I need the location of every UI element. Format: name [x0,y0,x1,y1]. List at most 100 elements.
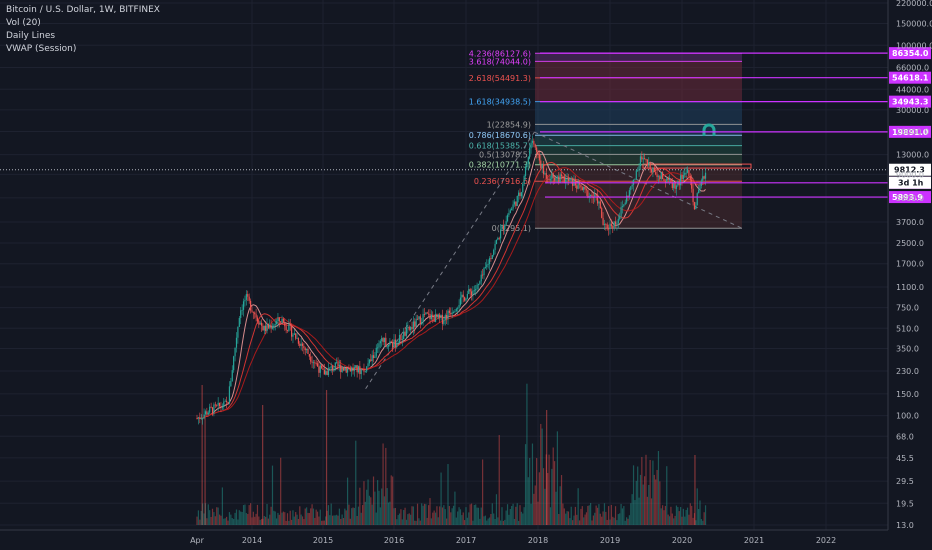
candle-body [237,326,239,338]
volume-bar [700,519,702,525]
candle-body [519,192,521,197]
candle-body [210,406,212,408]
candle-body [270,325,272,329]
volume-bar [271,465,274,525]
candle-body [238,317,240,327]
time-tick-label: 2021 [744,536,764,545]
volume-bar [423,503,426,525]
candle-body [218,402,221,407]
candle-body [259,322,261,325]
candle-body [509,210,511,213]
volume-bar [356,515,358,525]
candle-body [520,192,522,197]
candle-body [612,226,614,228]
candle-body [542,164,545,175]
candle-body [318,366,320,373]
volume-bar [214,516,216,525]
volume-bar [702,520,704,525]
price-tick-label: 1700.0 [896,260,924,269]
candle-body [351,367,353,372]
candle-body [541,164,543,169]
horizontal-levels: 86354.054618.134943.319891.07687.65893.9… [540,47,931,204]
time-tick-label: 2022 [816,536,836,545]
volume-bar [608,506,610,525]
candle-body [414,321,416,327]
candle-body [548,178,550,181]
candle-body [645,159,647,161]
candle-body [440,315,442,318]
volume-bar [429,498,431,525]
candle-body [379,341,381,344]
candle-body [599,201,601,209]
candle-body [204,411,207,415]
candle-body [671,182,673,188]
fib-trend-line [534,131,743,229]
fib-level-label: 0.5(13078.5) [479,150,531,159]
candle-body [695,205,697,210]
volume-bar [368,495,371,525]
candle-body [216,405,218,406]
candle-body [433,316,435,322]
candle-body [461,294,463,298]
candle-body [598,201,600,204]
volume-bar [355,440,357,525]
candle-body [483,267,485,276]
candle-body [447,310,449,319]
volume-bar [592,515,594,525]
candle-body [570,178,572,180]
volume-bar [223,518,225,525]
fib-band [535,145,742,155]
candle-body [341,368,343,372]
candle-body [457,307,459,309]
volume-bar [333,515,335,525]
candle-body [300,343,302,346]
volume-bar [534,485,536,525]
candle-body [441,315,444,324]
candle-body [336,362,338,364]
candle-body [653,167,655,173]
candle-body [522,183,524,193]
candle-body [372,355,375,358]
candle-body [480,274,482,282]
candle-body [411,327,413,330]
volume-bar [352,507,354,525]
candle-body [577,181,579,189]
candle-body [609,223,611,229]
candle-body [244,299,246,302]
candle-body [558,176,560,183]
volume-bar [476,507,478,525]
volume-bar [567,511,570,525]
volume-bar [562,503,564,525]
candle-body [217,402,219,406]
daily-line-ma [196,161,706,419]
candle-body [274,324,276,326]
candle-body [670,178,672,183]
volume-bar [695,520,697,525]
candle-body [552,173,554,178]
volume-bar [638,497,640,525]
volume-bar [242,505,245,525]
candle-body [242,301,245,310]
candle-body [248,296,250,301]
price-tick-label: 510.0 [896,324,919,333]
volume-bar [393,508,395,525]
candle-body [387,344,390,347]
candle-body [691,179,693,189]
candle-body [666,178,668,183]
volume-bar [260,519,263,525]
candle-body [367,363,369,367]
volume-bar [508,514,510,525]
volume-bar [494,518,496,525]
volume-bar [404,507,406,525]
price-tick-label: 5800.0 [896,194,924,203]
volume-bar [207,504,209,525]
candle-body [667,178,669,180]
volume-bar [297,518,300,525]
volume-bar [652,460,654,525]
volume-bar [357,506,360,525]
candle-body [419,316,421,324]
volume-bar [509,508,511,525]
candle-body [321,365,323,369]
volume-bar [498,435,500,525]
